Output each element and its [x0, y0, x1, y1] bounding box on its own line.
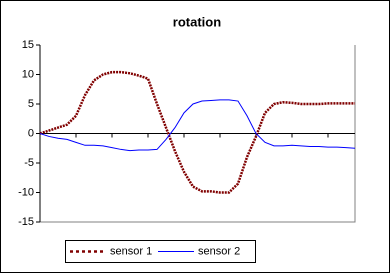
y-tick-label: -10 [18, 186, 34, 198]
y-tick-label: 5 [28, 98, 34, 110]
y-tick-label: -5 [24, 157, 34, 169]
legend-label: sensor 2 [198, 245, 240, 257]
series-line [39, 99, 356, 152]
chart-title: rotation [173, 14, 221, 29]
y-tick-label: 15 [22, 39, 34, 51]
y-tick-label: 10 [22, 68, 34, 80]
legend-label: sensor 1 [110, 245, 152, 257]
y-tick-label: 0 [28, 127, 34, 139]
y-tick-label: -15 [18, 216, 34, 228]
